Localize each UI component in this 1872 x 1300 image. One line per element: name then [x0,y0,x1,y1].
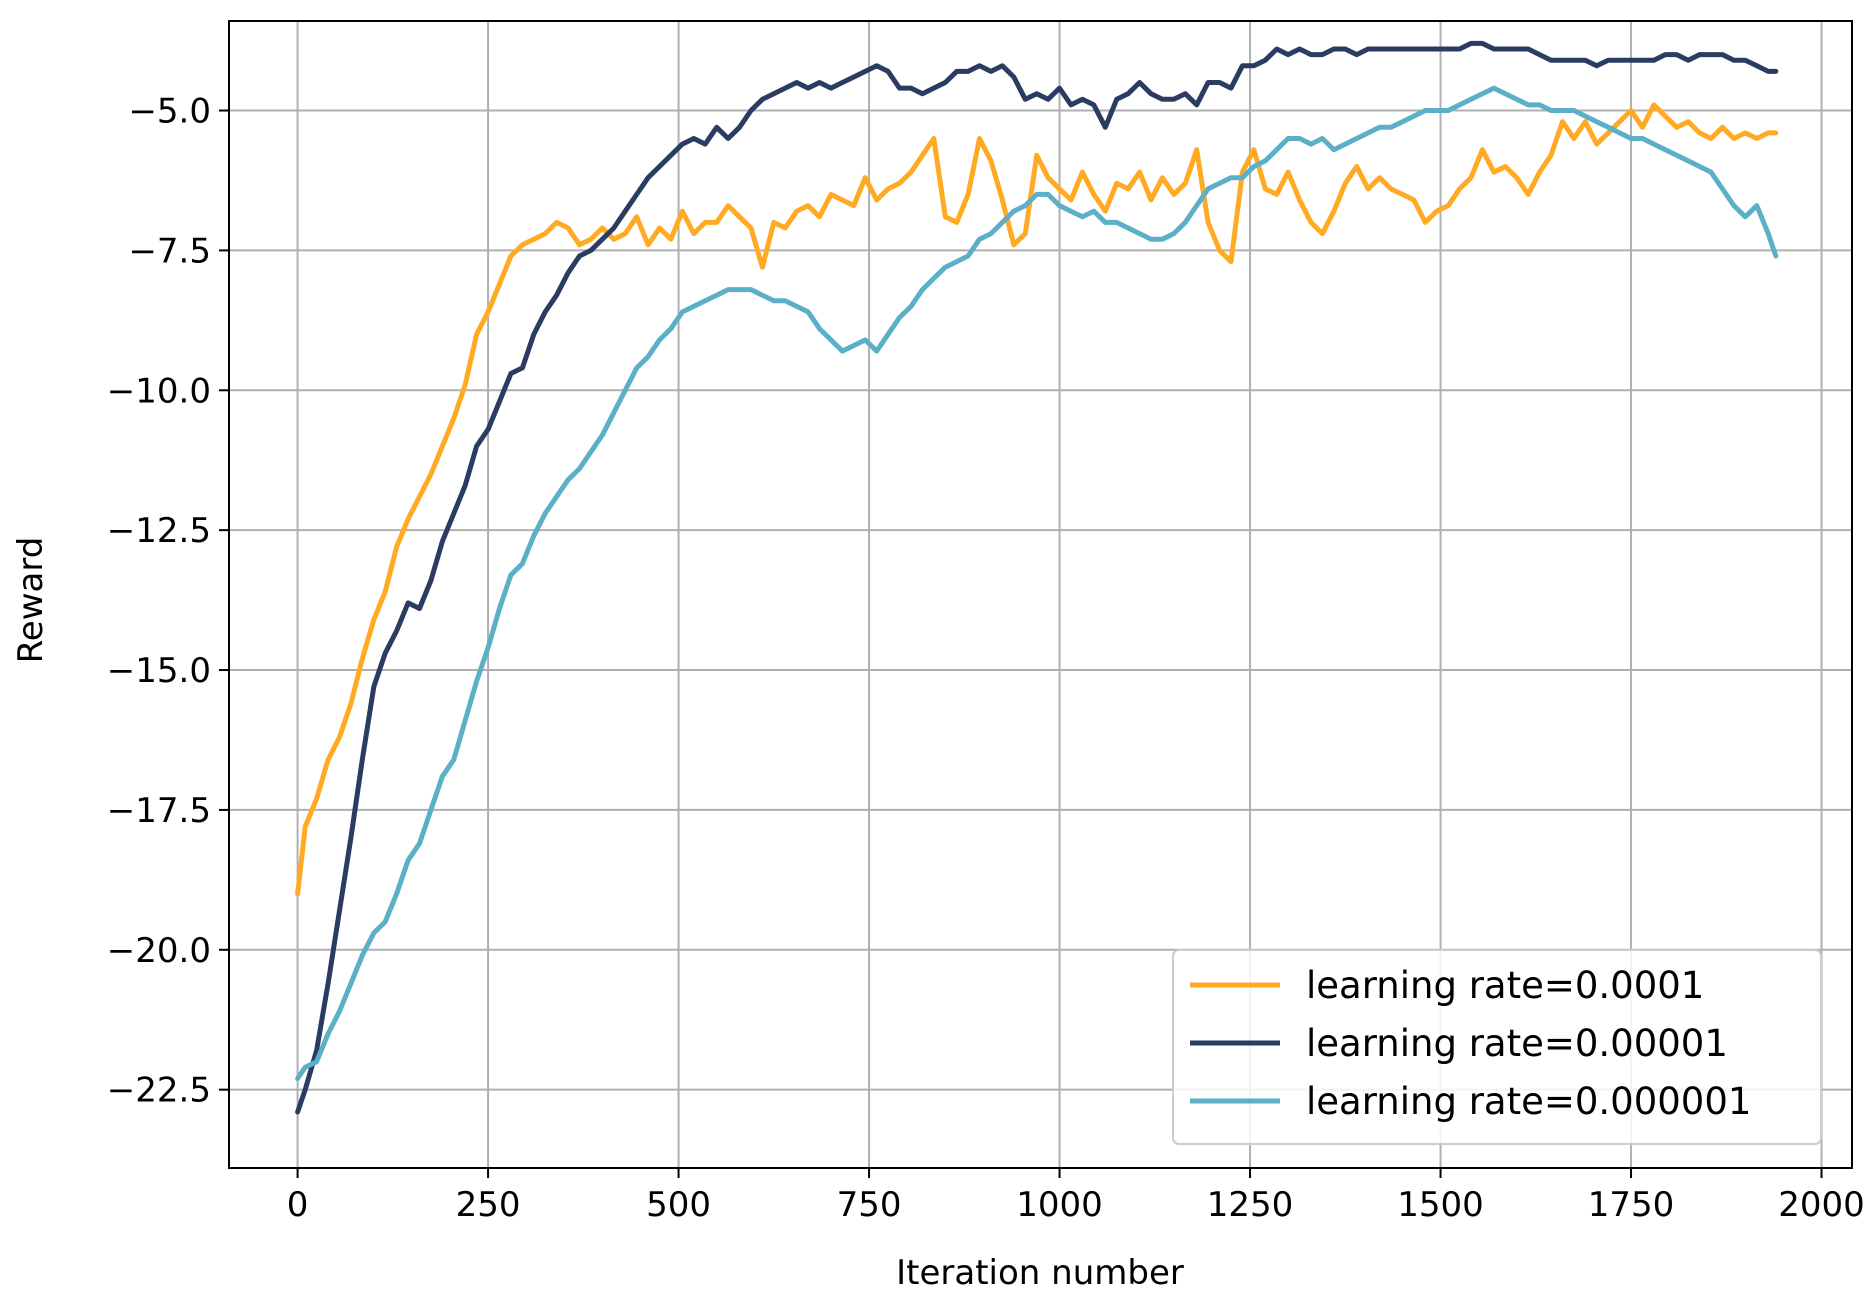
x-tick-label: 250 [456,1185,521,1225]
x-tick-label: 1250 [1207,1185,1294,1225]
x-axis-title: Iteration number [896,1253,1184,1293]
x-axis: 0 250 500 750 1000 1250 1500 1750 2000 [287,1168,1865,1225]
series-line-0 [295,102,1779,897]
legend-box [1172,949,1822,1145]
x-tick-label: 1750 [1588,1185,1675,1225]
y-axis: −22.5 −20.0 −17.5 −15.0 −12.5 −10.0 −7.5 −5.0 [107,92,229,1111]
y-tick-label: −12.5 [107,511,211,551]
legend-label-2: learning rate=0.000001 [1306,1080,1751,1123]
x-tick-label: 1000 [1016,1185,1103,1225]
legend: learning rate=0.0001 learning rate=0.0000… [1172,949,1822,1145]
legend-label-0: learning rate=0.0001 [1306,964,1704,1007]
y-tick-label: −17.5 [107,791,211,831]
y-tick-label: −10.0 [107,371,211,411]
series-line-2 [295,85,1779,1081]
y-tick-label: −5.0 [128,92,211,132]
y-tick-label: −22.5 [107,1071,211,1111]
x-tick-label: 750 [837,1185,902,1225]
y-tick-label: −7.5 [128,231,211,271]
x-tick-label: 1500 [1397,1185,1484,1225]
plot-frame [228,20,1853,1169]
y-axis-title: Reward [11,537,51,664]
y-tick-label: −15.0 [107,651,211,691]
legend-label-1: learning rate=0.00001 [1306,1022,1728,1065]
x-tick-label: 0 [287,1185,309,1225]
x-tick-label: 2000 [1778,1185,1865,1225]
series-line-1 [295,40,1779,1115]
x-tick-label: 500 [646,1185,711,1225]
series-lines [295,40,1779,1115]
y-tick-label: −20.0 [107,931,211,971]
